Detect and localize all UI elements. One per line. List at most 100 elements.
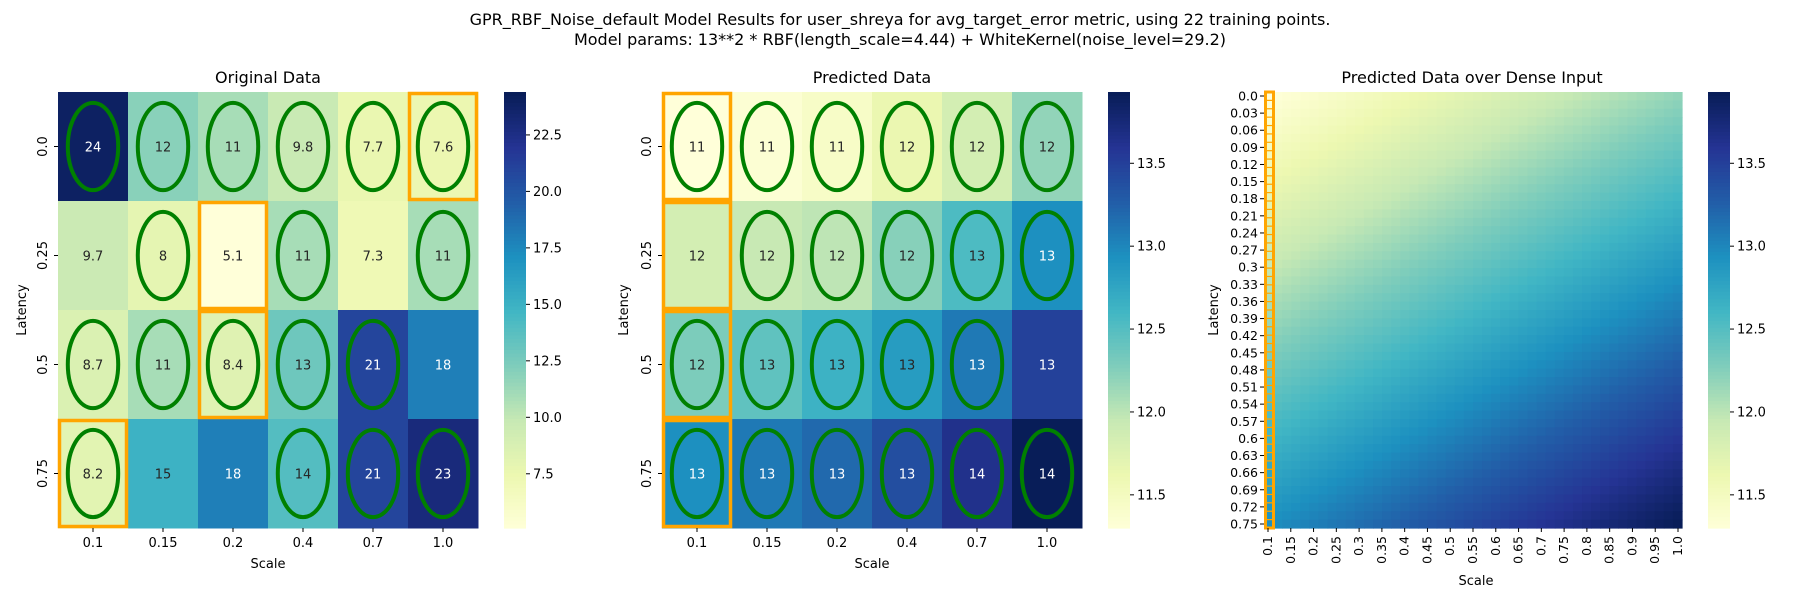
- training-point-circle: [739, 209, 795, 302]
- dense-cell: [1300, 410, 1311, 420]
- dense-cell: [1618, 159, 1629, 169]
- colorbar-segment: [1708, 208, 1730, 213]
- colorbar-segment: [504, 415, 526, 420]
- dense-cell: [1373, 427, 1383, 437]
- dense-cell: [1645, 268, 1656, 278]
- dense-cell: [1345, 192, 1356, 202]
- dense-cell: [1436, 217, 1447, 227]
- dense-cell: [1473, 385, 1483, 395]
- dense-cell: [1336, 92, 1347, 101]
- dense-cell: [1491, 133, 1501, 143]
- dense-cell: [1300, 209, 1311, 219]
- dense-cell: [1427, 360, 1438, 370]
- dense-cell: [1582, 444, 1592, 454]
- dense-cell: [1636, 368, 1647, 378]
- dense-cell: [1482, 494, 1492, 504]
- dense-cell: [1518, 351, 1529, 361]
- dense-cell: [1400, 209, 1410, 219]
- dense-cell: [1645, 234, 1656, 244]
- dense-cell: [1672, 460, 1683, 470]
- dense-cell: [1454, 419, 1465, 428]
- dense-cell: [1445, 385, 1456, 395]
- colorbar-segment: [1108, 280, 1130, 286]
- dense-cell: [1409, 351, 1420, 361]
- dense-cell: [1491, 167, 1501, 177]
- y-tick-label: 0.06: [1230, 123, 1258, 138]
- dense-cell: [1509, 419, 1520, 428]
- dense-cell: [1618, 335, 1629, 345]
- dense-cell: [1618, 360, 1629, 370]
- dense-cell: [1354, 377, 1365, 387]
- dense-cell: [1382, 402, 1392, 412]
- colorbar-segment: [1108, 368, 1130, 373]
- y-tick-label: 0.42: [1230, 328, 1258, 343]
- dense-cell: [1345, 259, 1356, 269]
- dense-cell: [1273, 184, 1283, 194]
- dense-cell: [1509, 234, 1520, 244]
- dense-cell: [1509, 519, 1520, 529]
- dense-cell: [1636, 460, 1647, 470]
- dense-cell: [1427, 284, 1438, 294]
- dense-cell: [1282, 92, 1292, 101]
- dense-cell: [1418, 159, 1429, 169]
- dense-cell: [1445, 444, 1456, 454]
- dense-cell: [1473, 125, 1483, 135]
- dense-cell: [1309, 150, 1320, 160]
- dense-cell: [1436, 502, 1447, 512]
- dense-cell: [1636, 150, 1647, 160]
- dense-cell: [1373, 502, 1383, 512]
- colorbar-segment: [1708, 346, 1730, 351]
- colorbar-tick-label: 22.5: [533, 128, 562, 143]
- dense-cell: [1645, 293, 1656, 303]
- dense-cell: [1627, 92, 1638, 101]
- dense-cell: [1536, 393, 1547, 403]
- colorbar-segment: [504, 215, 526, 220]
- dense-cell: [1436, 419, 1447, 428]
- dense-cell: [1500, 284, 1510, 294]
- dense-cell: [1363, 92, 1374, 101]
- dense-cell: [1627, 435, 1638, 445]
- dense-cell: [1454, 335, 1465, 345]
- dense-cell: [1345, 469, 1356, 479]
- dense-cell: [1327, 108, 1338, 118]
- dense-cell: [1282, 360, 1292, 370]
- dense-cell: [1627, 419, 1638, 428]
- dense-cell: [1445, 133, 1456, 143]
- dense-cell: [1518, 326, 1529, 336]
- dense-cell: [1672, 167, 1683, 177]
- dense-cell: [1336, 486, 1347, 496]
- dense-cell: [1582, 142, 1592, 152]
- dense-cell: [1554, 410, 1565, 420]
- dense-cell: [1518, 259, 1529, 269]
- dense-cell: [1473, 318, 1483, 328]
- dense-cell: [1327, 234, 1338, 244]
- dense-cell: [1409, 494, 1420, 504]
- dense-cell: [1482, 268, 1492, 278]
- dense-cell: [1391, 318, 1401, 328]
- dense-cell: [1354, 368, 1365, 378]
- dense-cell: [1382, 100, 1392, 110]
- x-tick-label: 0.1: [83, 536, 104, 551]
- dense-cell: [1382, 268, 1392, 278]
- colorbar-segment: [1708, 193, 1730, 198]
- y-tick-label: 0.69: [1230, 482, 1258, 497]
- dense-cell: [1591, 226, 1601, 236]
- dense-cell: [1636, 486, 1647, 496]
- dense-cell: [1318, 519, 1329, 529]
- dense-cell: [1663, 133, 1674, 143]
- dense-cell: [1518, 150, 1529, 160]
- dense-cell: [1500, 251, 1510, 261]
- colorbar-segment: [1708, 400, 1730, 406]
- dense-cell: [1509, 452, 1520, 462]
- dense-cell: [1400, 242, 1410, 252]
- dense-cell: [1636, 444, 1647, 454]
- dense-cell: [1400, 410, 1410, 420]
- dense-cell: [1409, 259, 1420, 269]
- colorbar-segment: [504, 182, 526, 188]
- dense-cell: [1527, 419, 1538, 428]
- colorbar-segment: [504, 277, 526, 282]
- x-tick-label: 0.65: [1511, 536, 1526, 564]
- dense-cell: [1554, 184, 1565, 194]
- dense-cell: [1645, 427, 1656, 437]
- dense-cell: [1482, 100, 1492, 110]
